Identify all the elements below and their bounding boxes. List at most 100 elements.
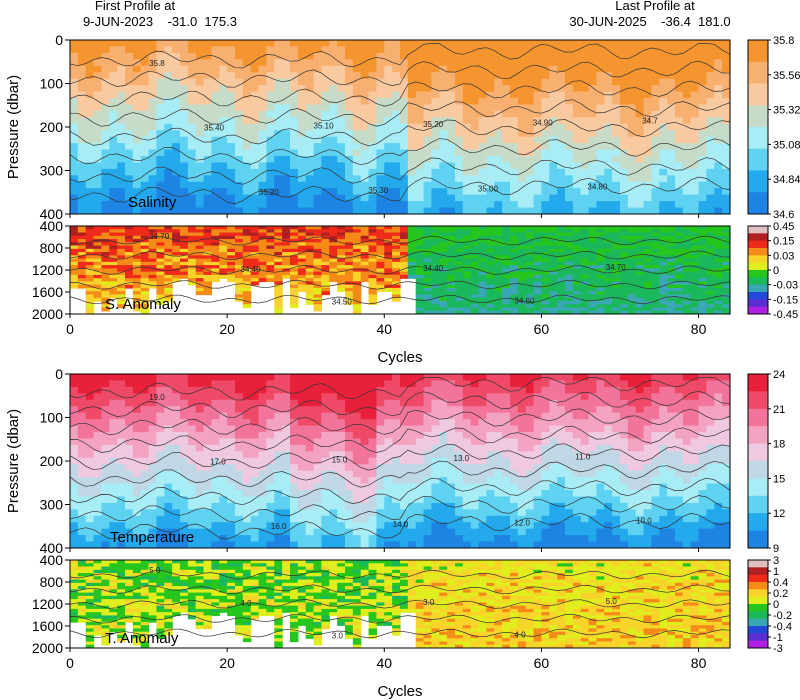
temperature-anomaly-contour-label-0: 5.0 <box>149 566 161 575</box>
salinity-colorbar-swatch-6 <box>748 170 768 193</box>
temperature-anomaly-colorbar-swatch-0 <box>748 560 768 568</box>
salinity-anomaly-field: 34.70 34.40 34.50 34.40 34.60 34.70 <box>70 226 730 314</box>
last-profile-label: Last Profile at <box>615 0 695 13</box>
temperature-anomaly-colorbar-swatch-3 <box>748 582 768 590</box>
temperature-anomaly-colorbar-label-6: -0.4 <box>773 621 792 633</box>
salinity-contour-label-8: 34.80 <box>587 183 608 192</box>
temperature-colorbar-label-4: 12 <box>773 508 785 520</box>
salinity-field: 35.8 35.40 35.20 35.10 35.30 35.20 35.00 34.90 3… <box>70 40 730 214</box>
salinity-anomaly-colorbar-swatch-8 <box>748 284 768 293</box>
temperature-anomaly-contour-label-4: 4.0 <box>514 630 526 639</box>
temperature-anomaly-colorbar-swatch-1 <box>748 567 768 576</box>
temperature-colorbar-swatch-3 <box>748 426 768 444</box>
temperature-colorbar-swatch-1 <box>748 391 768 410</box>
temperature-contour-label-8: 10.0 <box>636 517 652 526</box>
salinity-colorbar-swatch-4 <box>748 127 768 150</box>
salinity-contour-label-0: 35.8 <box>149 59 165 68</box>
temperature-anomaly-colorbar-swatch-11 <box>748 640 768 649</box>
temperature-contour-label-6: 12.0 <box>514 518 530 527</box>
salinity-ylabel: Pressure (dbar) <box>5 75 22 179</box>
salinity-colorbar-swatch-1 <box>748 61 768 84</box>
temperature-ylabel: Pressure (dbar) <box>5 409 22 513</box>
temperature-anomaly-colorbar-label-1: 1 <box>773 566 779 578</box>
salinity-colorbar: 35.8 35.56 35.32 35.08 34.84 34.6 <box>747 35 800 221</box>
temperature-anomaly-contour-label-3: 3.0 <box>423 598 435 607</box>
temperature-ytick-label-3: 300 <box>40 497 64 513</box>
temperature-contour-label-7: 11.0 <box>575 452 591 461</box>
salinity-colorbar-label-5: 34.6 <box>773 209 794 221</box>
salinity-ytick-label-2: 200 <box>40 119 64 135</box>
temperature-colorbar-label-0: 24 <box>773 369 785 381</box>
temperature-anomaly-colorbar-swatch-9 <box>748 626 768 634</box>
temperature-colorbar-swatch-9 <box>748 530 768 549</box>
salinity-colorbar-label-0: 35.8 <box>773 35 794 47</box>
temperature-anomaly-colorbar-swatch-8 <box>748 618 768 627</box>
salinity-anomaly-contour-label-0: 34.70 <box>149 232 170 241</box>
temperature-anomaly-colorbar-label-5: -0.2 <box>773 610 792 622</box>
temperature-colorbar-swatch-6 <box>748 478 768 497</box>
temperature-anomaly-ytick-label-0: 400 <box>40 552 64 568</box>
temperature-anomaly-colorbar-swatch-7 <box>748 611 768 620</box>
temperature-colorbar-swatch-5 <box>748 461 768 479</box>
salinity-anomaly-colorbar-swatch-4 <box>748 255 768 264</box>
salinity-anomaly-colorbar-swatch-2 <box>748 240 768 249</box>
salinity-anomaly-contour-label-5: 34.70 <box>606 263 627 272</box>
salinity-anomaly-colorbar-label-4: -0.03 <box>773 280 798 292</box>
temperature-colorbar-swatch-7 <box>748 495 768 514</box>
salinity-anomaly-ytick-label-4: 2000 <box>32 306 63 322</box>
salinity-anomaly-colorbar-label-2: 0.03 <box>773 250 794 262</box>
temperature-anomaly-xtick-label-2: 40 <box>376 655 392 671</box>
salinity-colorbar-label-3: 35.08 <box>773 139 800 151</box>
first-profile-value: 9-JUN-2023 -31.0 175.3 <box>83 14 237 29</box>
salinity-anomaly-colorbar-swatch-9 <box>748 292 768 300</box>
salinity-anomaly-panel-label: S. Anomaly <box>105 296 181 313</box>
temperature-colorbar-swatch-8 <box>748 513 768 531</box>
salinity-anomaly-colorbar: 0.45 0.15 0.03 0 -0.03 -0.15 -0.45 <box>747 221 798 321</box>
salinity-anomaly-colorbar-swatch-3 <box>748 248 768 256</box>
salinity-contour-label-9: 34.7 <box>642 117 658 126</box>
temperature-contour-label-0: 19.0 <box>149 393 165 402</box>
salinity-anomaly-colorbar-label-5: -0.15 <box>773 294 798 306</box>
salinity-ytick-label-1: 100 <box>40 76 64 92</box>
salinity-anomaly-colorbar-swatch-1 <box>748 233 768 242</box>
temperature-ytick-label-2: 200 <box>40 453 64 469</box>
salinity-anomaly-xtick-label-4: 80 <box>691 321 707 337</box>
temperature-colorbar-label-2: 18 <box>773 439 785 451</box>
temperature-anomaly-xtick-label-0: 0 <box>66 655 74 671</box>
temperature-anomaly-colorbar-label-7: -1 <box>773 632 783 644</box>
temperature-contour-label-3: 15.0 <box>332 456 348 465</box>
temperature-colorbar-swatch-0 <box>748 374 768 392</box>
salinity-anomaly-xtick-label-0: 0 <box>66 321 74 337</box>
temperature-anomaly-ytick-label-4: 2000 <box>32 640 63 656</box>
temperature-anomaly-colorbar-label-4: 0 <box>773 599 779 611</box>
salinity-anomaly-xlabel: Cycles <box>377 349 422 366</box>
temperature-anomaly-xtick-label-3: 60 <box>534 655 550 671</box>
temperature-anomaly-contour-label-1: 4.0 <box>241 599 253 608</box>
temperature-colorbar-label-5: 9 <box>773 543 779 555</box>
temperature-colorbar-swatch-2 <box>748 408 768 427</box>
salinity-anomaly-xtick-label-2: 40 <box>376 321 392 337</box>
salinity-anomaly-colorbar-label-1: 0.15 <box>773 236 794 248</box>
temperature-contour-label-4: 14.0 <box>393 520 409 529</box>
salinity-anomaly-colorbar-swatch-7 <box>748 277 768 286</box>
temperature-anomaly-field: 5.0 4.0 3.0 3.0 4.0 5.0 <box>70 560 730 648</box>
salinity-colorbar-swatch-7 <box>748 192 768 215</box>
temperature-colorbar: 24 21 18 15 12 9 <box>747 369 785 555</box>
temperature-anomaly-colorbar-label-8: -3 <box>773 643 783 655</box>
temperature-anomaly-colorbar-swatch-10 <box>748 633 768 642</box>
salinity-anomaly-xtick-label-3: 60 <box>534 321 550 337</box>
salinity-contour-label-6: 35.00 <box>478 184 499 193</box>
first-profile-label: First Profile at <box>95 0 176 13</box>
temperature-ytick-label-0: 0 <box>55 366 63 382</box>
salinity-anomaly-colorbar-swatch-5 <box>748 262 768 271</box>
salinity-anomaly-contour-label-1: 34.40 <box>241 265 262 274</box>
last-profile-value: 30-JUN-2025 -36.4 181.0 <box>569 14 730 29</box>
temperature-anomaly-colorbar-label-0: 3 <box>773 555 779 567</box>
temperature-anomaly-xtick-label-4: 80 <box>691 655 707 671</box>
temperature-panel-label: Temperature <box>110 529 194 546</box>
salinity-contour-label-4: 35.30 <box>368 186 389 195</box>
salinity-anomaly-contour-label-3: 34.40 <box>423 264 444 273</box>
temperature-anomaly-ytick-label-3: 1600 <box>32 618 63 634</box>
temperature-anomaly-xtick-label-1: 20 <box>219 655 235 671</box>
